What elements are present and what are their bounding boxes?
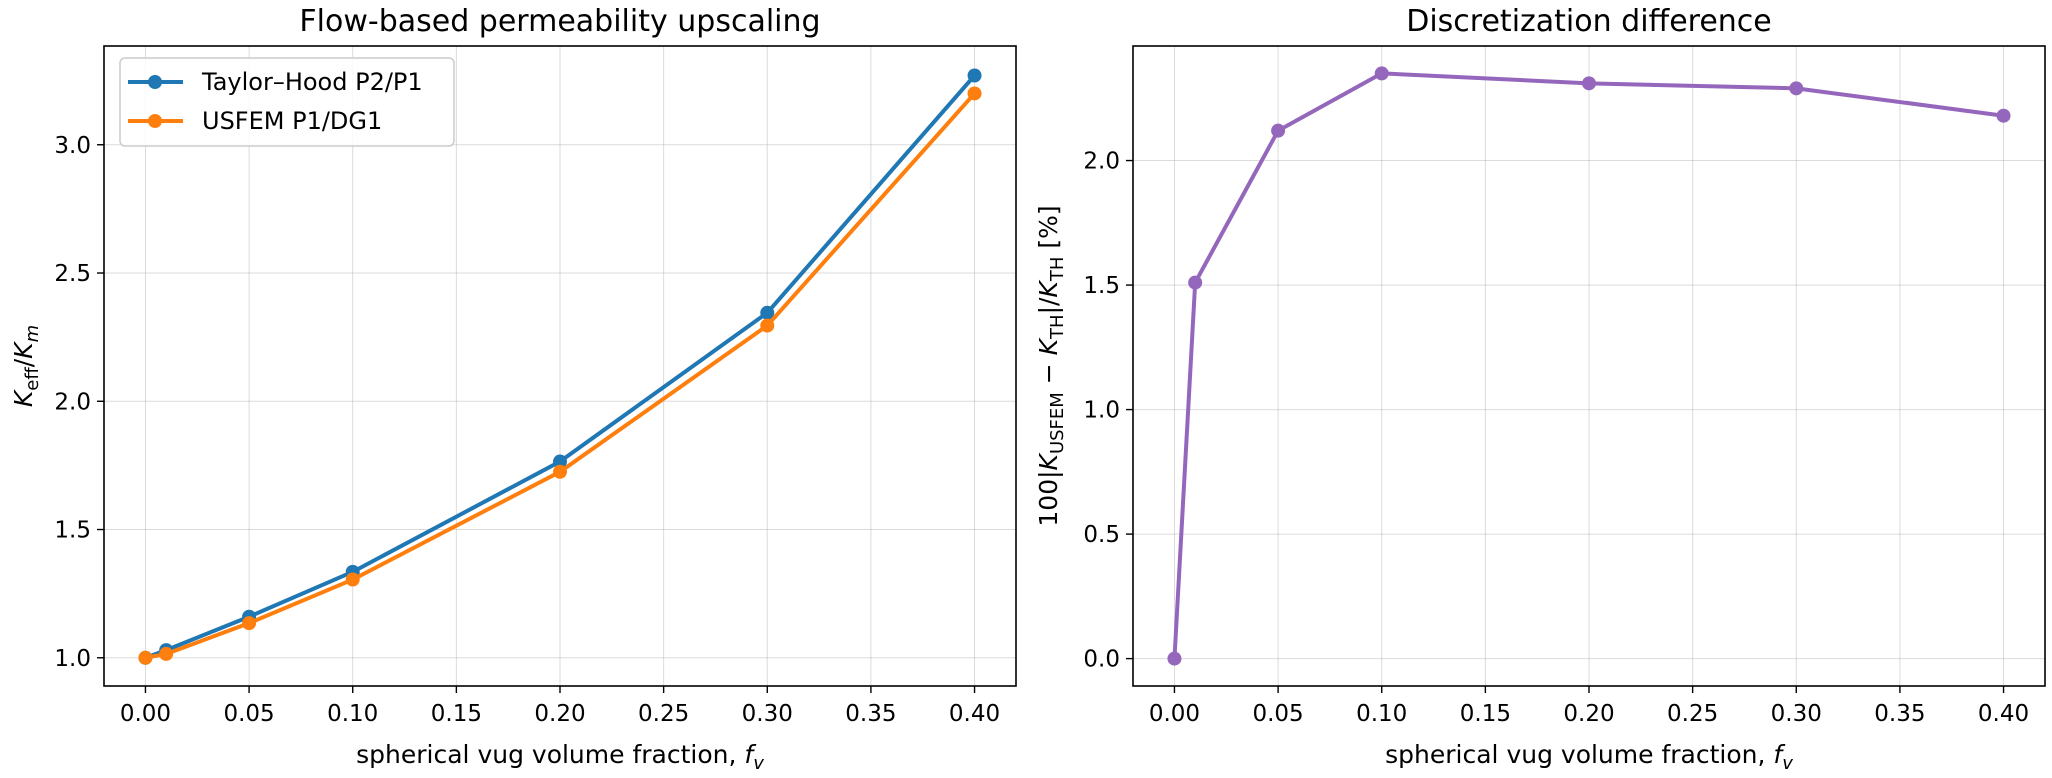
y-tick-label: 1.0 [1083,398,1120,424]
y-tick-label: 2.0 [1083,149,1120,175]
legend: Taylor–Hood P2/P1 USFEM P1/DG1 [119,57,455,147]
data-point [242,616,257,631]
data-point [967,86,982,101]
x-tick-label: 0.15 [1460,701,1511,727]
data-point [1374,66,1389,81]
x-axis-label: spherical vug volume fraction, fv [356,740,764,774]
x-tick-label: 0.20 [534,701,585,727]
x-tick-label: 0.20 [1563,701,1614,727]
data-point [1271,123,1286,138]
data-point [138,650,153,665]
legend-marker-usfem [148,114,162,128]
data-point [1167,651,1182,666]
series-group [1167,66,2011,666]
x-tick-label: 0.05 [1252,701,1303,727]
x-tick-label: 0.15 [431,701,482,727]
x-tick-label: 0.30 [1771,701,1822,727]
y-axis-ticks: 0.0 0.5 1.0 1.5 2.0 [1083,149,1133,673]
y-tick-label: 1.5 [1083,273,1120,299]
chart-panel-right: Discretization difference 0.00 0.05 0.10 0.… [1034,4,2046,774]
data-point [760,318,775,333]
y-tick-label: 1.0 [54,646,91,672]
x-axis-ticks: 0.00 0.05 0.10 0.15 0.20 0.25 0.30 0.35 0.40 [120,686,1000,727]
legend-marker-taylor-hood [148,75,162,89]
x-tick-label: 0.25 [1667,701,1718,727]
grid [1133,46,2045,686]
x-tick-label: 0.25 [638,701,689,727]
x-axis-ticks: 0.00 0.05 0.10 0.15 0.20 0.25 0.30 0.35 0.40 [1149,686,2029,727]
data-point [553,454,567,469]
data-point [1188,275,1203,290]
legend-label-taylor-hood: Taylor–Hood P2/P1 [201,68,423,96]
x-tick-label: 0.10 [1356,701,1407,727]
y-tick-label: 0.0 [1083,647,1120,673]
data-point [1582,76,1596,91]
data-point [345,572,360,587]
grid [104,46,1016,686]
chart-panel-left: Flow-based permeability upscaling 0.00 0.… [9,4,1017,774]
y-tick-label: 2.0 [54,389,91,415]
y-axis-ticks: 1.0 1.5 2.0 2.5 3.0 [54,133,104,672]
x-tick-label: 0.40 [1978,701,2029,727]
x-axis-label: spherical vug volume fraction, fv [1385,740,1793,774]
y-axis-label: 100|KUSFEM − KTH|/KTH [%] [1034,205,1068,526]
x-tick-label: 0.35 [1874,701,1925,727]
x-tick-label: 0.00 [120,701,171,727]
chart-title: Discretization difference [1406,4,1772,39]
x-tick-label: 0.10 [327,701,378,727]
y-tick-label: 0.5 [1083,522,1120,548]
data-point [1789,81,1804,96]
y-tick-label: 3.0 [54,133,91,159]
x-tick-label: 0.00 [1149,701,1200,727]
data-point [1996,108,2011,123]
data-point [553,464,567,479]
x-tick-label: 0.05 [223,701,274,727]
legend-label-usfem: USFEM P1/DG1 [202,107,382,135]
series-group [138,68,982,665]
data-point [967,68,982,83]
data-point [159,646,174,661]
x-tick-label: 0.30 [742,701,793,727]
x-tick-label: 0.35 [845,701,896,727]
data-point [760,305,775,320]
chart-title: Flow-based permeability upscaling [299,4,820,39]
y-tick-label: 2.5 [54,261,91,287]
legend-box [119,57,455,147]
y-tick-label: 1.5 [54,518,91,544]
x-tick-label: 0.40 [949,701,1000,727]
y-axis-label: Keff/Km [9,325,43,407]
